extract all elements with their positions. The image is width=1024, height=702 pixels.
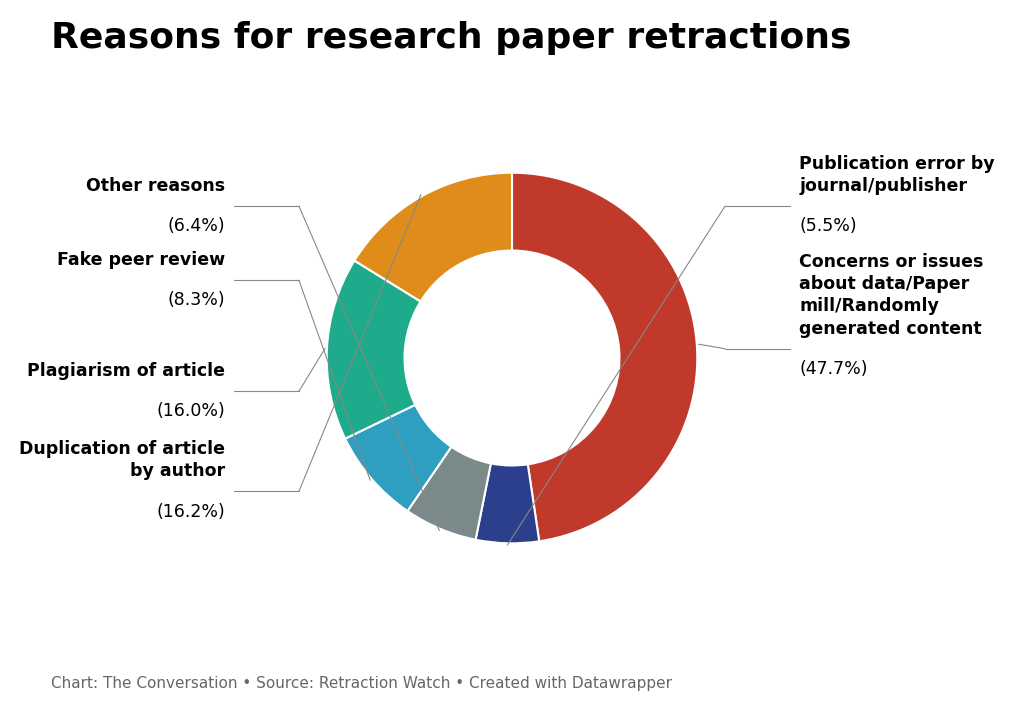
Text: (5.5%): (5.5%) bbox=[799, 217, 857, 235]
Text: Fake peer review: Fake peer review bbox=[56, 251, 225, 269]
Wedge shape bbox=[512, 173, 697, 541]
Text: Plagiarism of article: Plagiarism of article bbox=[27, 362, 225, 380]
Text: Publication error by
journal/publisher: Publication error by journal/publisher bbox=[799, 154, 995, 195]
Text: Other reasons: Other reasons bbox=[86, 177, 225, 195]
Wedge shape bbox=[354, 173, 512, 301]
Wedge shape bbox=[345, 405, 452, 511]
Text: Chart: The Conversation • Source: Retraction Watch • Created with Datawrapper: Chart: The Conversation • Source: Retrac… bbox=[51, 677, 672, 691]
Text: (47.7%): (47.7%) bbox=[799, 360, 867, 378]
Text: (8.3%): (8.3%) bbox=[167, 291, 225, 310]
Text: (6.4%): (6.4%) bbox=[167, 217, 225, 235]
Text: (16.2%): (16.2%) bbox=[156, 503, 225, 521]
Wedge shape bbox=[475, 463, 540, 543]
Text: Concerns or issues
about data/Paper
mill/Randomly
generated content: Concerns or issues about data/Paper mill… bbox=[799, 253, 984, 338]
Text: Duplication of article
by author: Duplication of article by author bbox=[18, 440, 225, 480]
Text: (16.0%): (16.0%) bbox=[156, 402, 225, 420]
Wedge shape bbox=[327, 260, 421, 439]
Text: Reasons for research paper retractions: Reasons for research paper retractions bbox=[51, 21, 852, 55]
Wedge shape bbox=[408, 446, 490, 540]
